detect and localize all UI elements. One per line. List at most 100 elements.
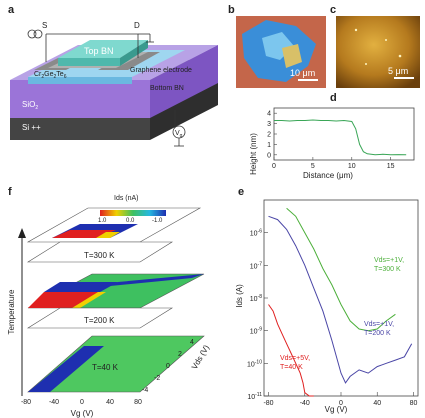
- vg-axis-label: Vg (V): [71, 409, 94, 418]
- transfer-y-tick-label: 10-8: [250, 294, 262, 303]
- height-xlabel: Distance (μm): [303, 171, 353, 180]
- transfer-y-tick-label: 10-6: [250, 229, 262, 238]
- annotation-300k-line1: Vds=+1V,: [374, 257, 404, 264]
- height-profile-line: [274, 119, 407, 156]
- vds-tick: 4: [190, 339, 194, 346]
- vg-xlabel: Vg (V): [325, 405, 348, 414]
- transfer-y-tick-label: 10-9: [250, 327, 262, 336]
- afm-bg: [336, 16, 420, 88]
- afm-particle: [354, 28, 358, 32]
- transfer-curve: [268, 304, 314, 397]
- height-y-tick-label: 4: [267, 111, 271, 118]
- panel-letter-d: d: [330, 92, 337, 104]
- layer-200k-red-region: [28, 292, 100, 308]
- bottom-bn-front: [28, 77, 132, 84]
- height-profile-chart: 0 5 10 15 0 1 2 3 4 Height (nm) Distance (μm): [249, 107, 415, 180]
- top-bn-front: [58, 58, 120, 66]
- layer-200k-label: T=200 K: [84, 316, 115, 325]
- panel-letter-f: f: [8, 186, 12, 198]
- annotation-200k-line2: T=200 K: [364, 330, 391, 337]
- flake-center: [282, 44, 302, 68]
- height-y-tick-label: 2: [267, 132, 271, 139]
- vg-tick: -80: [21, 399, 31, 406]
- transfer-curves-chart: -80 -40 0 40 80 10-11 10-10 10-9 10-8 10-7 10-6 Id…: [235, 199, 419, 414]
- afm-image: 5 μm: [336, 16, 420, 88]
- top-bn-label: Top BN: [84, 46, 114, 56]
- source-label: S: [42, 21, 47, 30]
- vg-tick: 0: [80, 399, 84, 406]
- transfer-x-tick-label: -80: [263, 400, 273, 407]
- cgt-label: Cr2Ge2Te6: [34, 71, 67, 80]
- vds-axis-label: Vds (V): [190, 343, 211, 371]
- height-x-tick-label: 0: [272, 163, 276, 170]
- layer-200k-blue-strip: [110, 274, 204, 286]
- device-schematic: Vg S D Top BN Cr2Ge2Te6 Graphene electro…: [10, 21, 218, 147]
- sio2-front-face: [10, 80, 150, 118]
- layer-300k-map-yellow: [96, 232, 120, 238]
- temperature-arrow-icon: [18, 228, 26, 238]
- current-source-icon-2: [33, 29, 43, 39]
- transfer-x-tick-label: -40: [300, 400, 310, 407]
- layer-300k-label: T=300 K: [84, 251, 115, 260]
- height-y-tick-label: 3: [267, 121, 271, 128]
- temperature-axis-label: Temperature: [7, 289, 16, 334]
- transfer-x-tick-label: 40: [373, 400, 381, 407]
- vg-tick: -40: [49, 399, 59, 406]
- vds-tick: 0: [166, 363, 170, 370]
- annotation-40k-line1: Vds=+5V,: [280, 355, 310, 362]
- panel-letter-a: a: [8, 4, 15, 16]
- ids-ylabel: Ids (A): [235, 284, 244, 308]
- transfer-x-tick-label: 80: [410, 400, 418, 407]
- sio2-label: SiO2: [22, 100, 38, 111]
- top-bn-side: [120, 40, 148, 66]
- colorbar-tick: 1.0: [98, 218, 107, 224]
- ids-layered-maps: Temperature Ids (nA) 1.0 0.0 -1.0 T=300 …: [7, 195, 211, 418]
- afm-particle: [385, 39, 387, 41]
- height-x-tick-label: 10: [348, 163, 356, 170]
- annotation-200k-line1: Vds=+1V,: [364, 321, 394, 328]
- panel-letter-c: c: [330, 4, 337, 16]
- bottom-bn-label: Bottom BN: [150, 85, 184, 92]
- afm-particle: [365, 63, 367, 65]
- transfer-plot-area: -80 -40 0 40 80 10-11 10-10 10-9 10-8 10-7 10-6: [247, 199, 419, 407]
- vds-tick: 2: [178, 351, 182, 358]
- annotation-40k-line2: T=40 K: [280, 364, 303, 371]
- transfer-curve: [286, 207, 396, 332]
- sio2-side-face: [150, 45, 218, 118]
- scale-label-b: 10 μm: [290, 68, 315, 78]
- height-plot-area: 0 5 10 15 0 1 2 3 4: [267, 107, 415, 170]
- height-y-tick-label: 1: [267, 142, 271, 149]
- colorbar-tick: -1.0: [152, 218, 163, 224]
- transfer-curve: [268, 215, 413, 384]
- layer-40k-blue-edge: [28, 346, 104, 392]
- vg-tick: 80: [134, 399, 142, 406]
- layer-40k-map: [27, 335, 205, 393]
- height-plot-frame: [273, 107, 415, 161]
- afm-particle: [398, 54, 402, 58]
- height-x-tick-label: 5: [311, 163, 315, 170]
- panel-letter-b: b: [228, 4, 235, 16]
- layer-300k-label-plate: [26, 241, 174, 263]
- transfer-y-tick-label: 10-7: [250, 261, 262, 270]
- transfer-y-tick-label: 10-11: [247, 392, 262, 401]
- transfer-x-tick-label: 0: [339, 400, 343, 407]
- layer-40k-label: T=40 K: [92, 363, 119, 372]
- annotation-300k-line2: T=300 K: [374, 266, 401, 273]
- colorbar-title: Ids (nA): [114, 195, 139, 202]
- height-x-tick-label: 15: [387, 163, 395, 170]
- top-bn-top: [58, 40, 148, 58]
- layer-200k-label-plate: [26, 307, 174, 329]
- optical-image: 10 μm: [236, 16, 326, 88]
- graphene-label: Graphene electrode: [130, 67, 192, 74]
- layer-200k-blue-region: [44, 282, 118, 292]
- panel-letter-e: e: [238, 186, 245, 198]
- vg-label: Vg: [175, 130, 183, 139]
- vds-tick: -4: [142, 387, 148, 394]
- vds-tick: -2: [154, 375, 160, 382]
- height-ylabel: Height (nm): [249, 133, 258, 175]
- scale-label-c: 5 μm: [388, 66, 408, 76]
- vg-tick: 40: [106, 399, 114, 406]
- current-source-icon: [27, 29, 37, 39]
- height-y-tick-label: 0: [267, 152, 271, 159]
- si-label: Si ++: [22, 123, 41, 132]
